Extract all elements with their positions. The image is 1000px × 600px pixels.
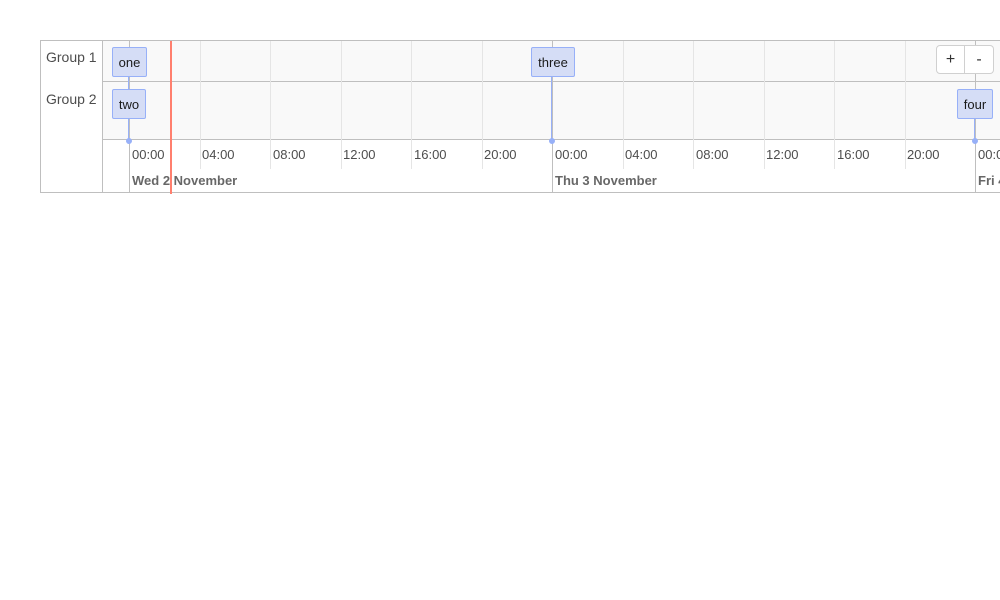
major-axis-label: Fri 4: [978, 173, 1000, 188]
minor-grid-line: [200, 41, 201, 169]
major-axis-label: Thu 3 November: [555, 173, 657, 188]
item-connector-line: [128, 119, 129, 141]
zoom-out-button[interactable]: -: [965, 45, 994, 74]
item-dot: [972, 138, 978, 144]
timeline-item-one[interactable]: one: [112, 47, 147, 77]
minor-grid-line: [341, 41, 342, 169]
minor-axis-label: 00:00: [555, 147, 588, 162]
minor-grid-line: [270, 41, 271, 169]
minor-axis-label: 04:00: [625, 147, 658, 162]
minor-axis-label: 08:00: [273, 147, 306, 162]
minor-grid-line: [905, 41, 906, 169]
timeline-item-three[interactable]: three: [531, 47, 575, 77]
minor-axis-label: 00:0: [978, 147, 1000, 162]
minor-axis-label: 12:00: [766, 147, 799, 162]
minor-axis-label: 20:00: [907, 147, 940, 162]
minor-axis-label: 20:00: [484, 147, 517, 162]
minor-axis-label: 04:00: [202, 147, 235, 162]
minor-axis-label: 08:00: [696, 147, 729, 162]
timeline-content[interactable]: 00:00 04:00 08:00 12:00 16:00 20:00 00:0…: [103, 41, 1000, 192]
item-dot: [126, 138, 132, 144]
minor-grid-line: [411, 41, 412, 169]
minor-axis-label: 16:00: [414, 147, 447, 162]
minor-axis-label: 00:00: [132, 147, 165, 162]
group-label-1: Group 1: [46, 49, 97, 65]
major-grid-line: [552, 41, 553, 192]
minor-axis-label: 12:00: [343, 147, 376, 162]
item-dot: [549, 138, 555, 144]
item-connector-line: [974, 119, 975, 141]
timeline-item-two[interactable]: two: [112, 89, 146, 119]
minor-grid-line: [764, 41, 765, 169]
item-connector-line: [551, 77, 552, 141]
timeline[interactable]: Group 1 Group 2 00:00 04:00 08:00 12:00 …: [40, 40, 1000, 193]
group-labels-panel: Group 1 Group 2: [41, 41, 103, 192]
minor-grid-line: [482, 41, 483, 169]
minor-grid-line: [834, 41, 835, 169]
major-axis-label: Wed 2 November: [132, 173, 238, 188]
timeline-item-four[interactable]: four: [957, 89, 993, 119]
minor-axis-label: 16:00: [837, 147, 870, 162]
zoom-in-button[interactable]: +: [936, 45, 965, 74]
group-label-2: Group 2: [46, 91, 97, 107]
minor-grid-line: [693, 41, 694, 169]
minor-grid-line: [623, 41, 624, 169]
zoom-controls: + -: [936, 45, 994, 74]
current-time-line[interactable]: [170, 41, 172, 194]
